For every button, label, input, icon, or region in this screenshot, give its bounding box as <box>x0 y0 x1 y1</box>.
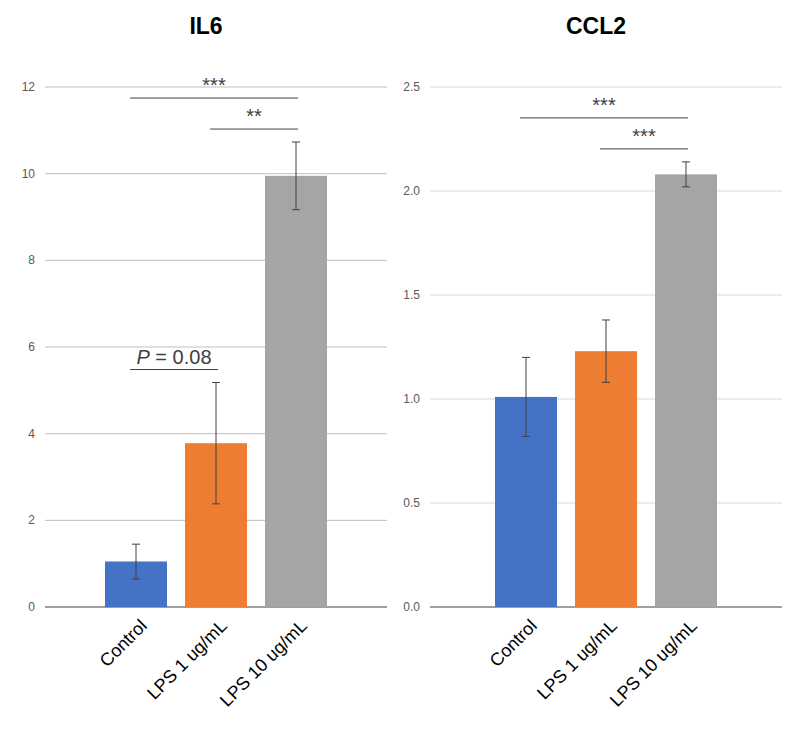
tick-label: 8 <box>28 253 35 267</box>
grid-line <box>430 87 782 88</box>
error-stem <box>606 320 607 382</box>
category-label: LPS 1 ug/mL <box>143 616 231 704</box>
grid-line <box>430 191 782 192</box>
panel: CCL2 0.0 0.5 1.0 1.5 2.0 2.5 ControlLPS 1 ug/mL… <box>403 13 782 710</box>
significance-label: *** <box>592 94 616 116</box>
tick-label: 1.5 <box>403 288 420 302</box>
significance-bracket <box>130 98 298 99</box>
error-bar <box>602 320 610 382</box>
error-stem <box>216 383 217 504</box>
significance-bracket <box>520 117 688 118</box>
bar <box>655 174 717 607</box>
significance-bracket <box>210 129 298 130</box>
tick-label: 1.0 <box>403 392 420 406</box>
label-part: = 0.08 <box>150 346 212 368</box>
significance-bracket <box>600 148 688 149</box>
error-bar <box>522 357 530 436</box>
category-label: Control <box>486 616 541 671</box>
tick-label: 0.0 <box>403 600 420 614</box>
error-cap <box>292 209 300 210</box>
category-label: Control <box>96 616 151 671</box>
error-stem <box>526 357 527 436</box>
category-label: LPS 10 ug/mL <box>606 616 701 711</box>
bar <box>265 176 327 607</box>
significance-label: *** <box>632 125 656 147</box>
grid-line <box>45 347 387 348</box>
tick-label: 12 <box>22 80 36 94</box>
error-stem <box>296 142 297 210</box>
error-cap <box>522 357 530 358</box>
category-label: LPS 1 ug/mL <box>533 616 621 704</box>
label-part: P <box>136 346 150 368</box>
grid-line <box>45 173 387 174</box>
error-cap <box>682 161 690 162</box>
chart-root: IL6024681012ControlLPS 1 ug/mLLPS 10 ug/… <box>0 0 800 743</box>
error-bar <box>132 544 140 579</box>
error-cap <box>682 186 690 187</box>
error-bar <box>292 142 300 210</box>
significance-label: *** <box>202 74 226 96</box>
grid-line <box>430 295 782 296</box>
error-cap <box>522 436 530 437</box>
grid-line <box>45 260 387 261</box>
error-stem <box>686 162 687 187</box>
bars <box>105 142 327 607</box>
tick-label: 2.0 <box>403 184 420 198</box>
bar <box>575 351 637 607</box>
error-stem <box>136 544 137 579</box>
title: IL6 <box>189 13 222 39</box>
category-label: LPS 10 ug/mL <box>216 616 311 711</box>
tick-label: 2.5 <box>403 80 420 94</box>
error-bar <box>212 383 220 504</box>
error-cap <box>212 503 220 504</box>
tick-label: 10 <box>22 167 36 181</box>
tick-label: 4 <box>28 427 35 441</box>
panel: IL6 0 2 4 6 8 10 12 ControlLPS 1 ug/mLLPS 10 ug/… <box>22 13 387 710</box>
error-cap <box>132 544 140 545</box>
tick-label: 0 <box>28 600 35 614</box>
error-bar <box>682 162 690 187</box>
bars <box>495 162 717 607</box>
significance-label: ** <box>246 105 262 127</box>
error-cap <box>212 382 220 383</box>
tick-label: 6 <box>28 340 35 354</box>
significance-bracket <box>130 369 218 370</box>
title: CCL2 <box>566 13 626 39</box>
tick-label: 2 <box>28 513 35 527</box>
error-cap <box>602 319 610 320</box>
tick-label: 0.5 <box>403 496 420 510</box>
error-cap <box>292 142 300 143</box>
y-axis-extent <box>45 87 46 607</box>
error-cap <box>132 578 140 579</box>
error-cap <box>602 382 610 383</box>
y-axis-extent <box>430 87 431 607</box>
significance-label: P = 0.08 <box>136 346 211 368</box>
